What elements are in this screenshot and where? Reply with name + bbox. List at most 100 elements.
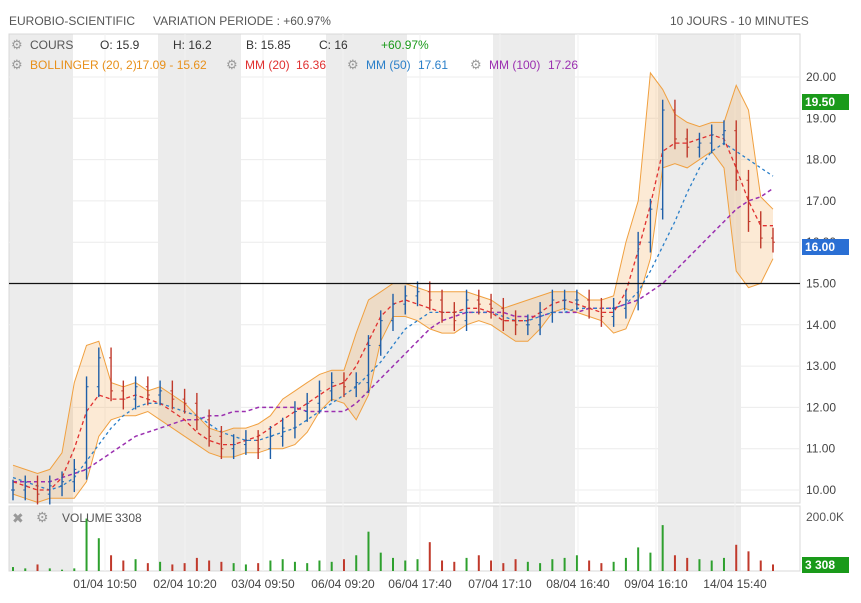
- volume-bar: [146, 563, 149, 571]
- period-selector[interactable]: 10 JOURS - 10 MINUTES: [670, 14, 809, 28]
- volume-bar: [637, 547, 640, 571]
- mm50-line: [12, 142, 774, 491]
- bollinger-value: 17.09 - 15.62: [136, 58, 207, 72]
- volume-bar: [208, 560, 211, 571]
- high-price-tag: 19.50: [802, 94, 849, 110]
- mm50-value: 17.61: [418, 58, 449, 72]
- volume-bar: [673, 555, 676, 571]
- session-band: [493, 34, 575, 503]
- volume-bar: [465, 557, 468, 571]
- y-tick-label: 17.00: [806, 194, 836, 208]
- cours-label: COURS: [30, 38, 74, 52]
- volume-bar: [661, 525, 664, 571]
- mm100-line: [13, 187, 774, 483]
- volume-gear-icon[interactable]: ⚙: [36, 509, 49, 525]
- last-price-tag: 16.00: [802, 239, 849, 255]
- mm20-gear-icon[interactable]: ⚙: [226, 57, 238, 72]
- session-band: [326, 34, 407, 503]
- x-tick-label: 03/04 09:50: [231, 577, 295, 591]
- volume-bar: [367, 531, 370, 571]
- volume-bar: [171, 564, 174, 571]
- close-value: C: 16: [319, 38, 348, 52]
- volume-value: 3308: [115, 511, 142, 525]
- session-band-volume: [326, 506, 407, 571]
- volume-bar: [649, 552, 652, 571]
- volume-bar: [122, 560, 125, 571]
- x-tick-label: 06/04 09:20: [311, 577, 375, 591]
- open-value: O: 15.9: [100, 38, 140, 52]
- chart-title: EUROBIO-SCIENTIFIC: [9, 14, 136, 28]
- y-tick-label: 11.00: [806, 442, 835, 456]
- volume-bar: [686, 557, 689, 571]
- volume-bar: [232, 563, 235, 571]
- volume-bar: [257, 563, 260, 571]
- volume-bar: [342, 559, 345, 571]
- x-tick-label: 09/04 16:10: [624, 577, 688, 591]
- cours-gear-icon[interactable]: ⚙: [11, 37, 23, 52]
- y-tick-label: 20.00: [806, 70, 836, 84]
- bollinger-gear-icon[interactable]: ⚙: [11, 57, 23, 72]
- y-tick-label: 14.00: [806, 318, 836, 332]
- volume-bar: [306, 563, 309, 571]
- mm100-gear-icon[interactable]: ⚙: [470, 57, 482, 72]
- y-tick-label: 12.00: [806, 400, 836, 414]
- volume-bar: [735, 544, 738, 571]
- volume-bar: [110, 555, 113, 571]
- volume-bar: [502, 563, 505, 571]
- volume-bar: [330, 561, 333, 571]
- volume-bar: [269, 560, 272, 571]
- x-tick-label: 01/04 10:50: [73, 577, 137, 591]
- volume-bar: [392, 557, 394, 571]
- volume-bar: [747, 551, 750, 571]
- mm50-gear-icon[interactable]: ⚙: [347, 57, 359, 72]
- session-band-volume: [493, 506, 575, 571]
- mm100-value: 17.26: [548, 58, 579, 72]
- mm20-value: 16.36: [296, 58, 327, 72]
- y-tick-label: 15.00: [806, 277, 836, 291]
- close-icon[interactable]: ✖: [12, 510, 24, 526]
- volume-bar: [355, 555, 358, 571]
- y-tick-label: 18.00: [806, 153, 836, 167]
- volume-bar: [490, 560, 493, 571]
- volume-bar: [772, 564, 774, 571]
- x-tick-label: 08/04 16:40: [546, 577, 610, 591]
- x-tick-label: 06/04 17:40: [388, 577, 452, 591]
- volume-bar: [722, 557, 725, 571]
- volume-bar: [514, 559, 517, 571]
- volume-bar: [588, 560, 591, 571]
- volume-bar: [404, 560, 407, 571]
- volume-bar: [48, 568, 51, 571]
- volume-bar: [97, 538, 100, 571]
- mm50-label: MM (50): [366, 58, 411, 72]
- volume-bar: [441, 560, 444, 571]
- volume-bar: [73, 568, 76, 571]
- volume-bar: [710, 560, 713, 571]
- session-band-volume: [9, 506, 73, 571]
- volume-bar: [183, 563, 186, 571]
- high-value: H: 16.2: [173, 38, 212, 52]
- volume-bar: [61, 569, 64, 571]
- volume-bar: [759, 560, 762, 571]
- session-band: [9, 34, 73, 503]
- y-tick-label: 19.00: [806, 111, 836, 125]
- volume-label: VOLUME: [62, 511, 113, 525]
- volume-bar: [159, 561, 162, 571]
- volume-bar: [698, 559, 701, 571]
- volume-bar: [318, 560, 321, 571]
- bollinger-band-area: [13, 72, 773, 503]
- x-tick-label: 14/04 15:40: [703, 577, 767, 591]
- volume-bar: [453, 561, 456, 571]
- price-frame: [8, 33, 801, 504]
- bollinger-label: BOLLINGER (20, 2): [30, 58, 137, 72]
- y-tick-label: 10.00: [806, 483, 836, 497]
- session-band-volume: [158, 506, 241, 571]
- volume-bar: [612, 561, 615, 571]
- volume-bar: [220, 561, 223, 571]
- volume-bar: [281, 559, 284, 571]
- volume-bar: [526, 561, 529, 571]
- volume-tag: 3 308: [802, 557, 849, 573]
- mm100-label: MM (100): [489, 58, 541, 72]
- volume-bar: [85, 518, 88, 571]
- volume-bar: [428, 542, 431, 571]
